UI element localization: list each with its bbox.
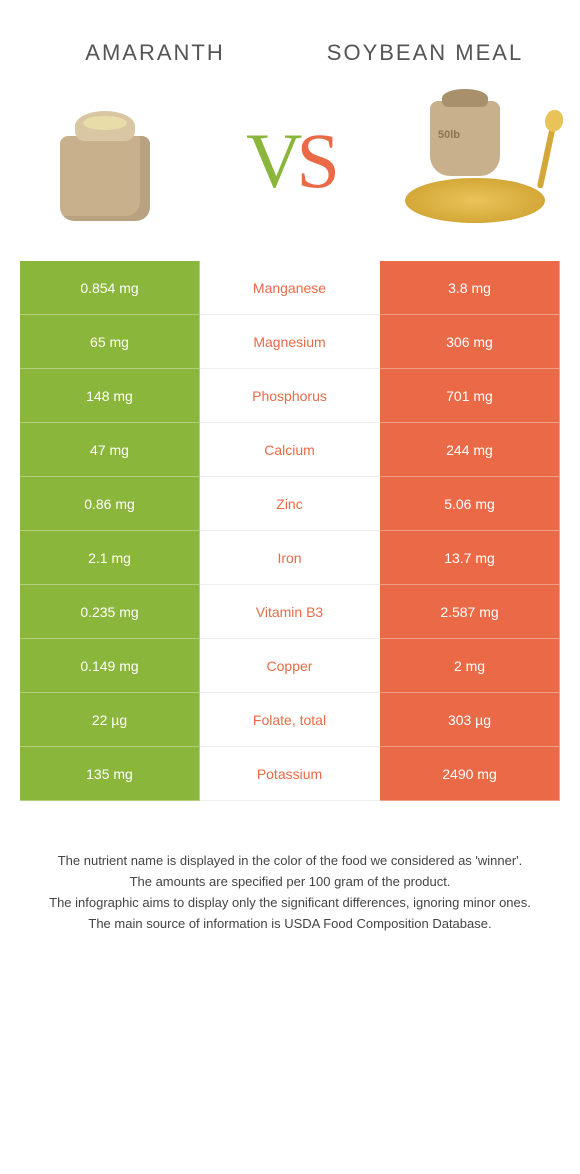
value-left: 0.235 mg — [20, 585, 200, 639]
table-row: 65 mgMagnesium306 mg — [20, 315, 560, 369]
value-right: 303 µg — [380, 693, 560, 747]
value-right: 2490 mg — [380, 747, 560, 801]
nutrient-name: Calcium — [200, 423, 380, 477]
nutrient-name: Potassium — [200, 747, 380, 801]
footer-line-2: The amounts are specified per 100 gram o… — [30, 872, 550, 893]
table-row: 0.854 mgManganese3.8 mg — [20, 261, 560, 315]
table-row: 2.1 mgIron13.7 mg — [20, 531, 560, 585]
header: Amaranth Soybean meal — [0, 0, 580, 76]
table-row: 0.149 mgCopper2 mg — [20, 639, 560, 693]
nutrient-name: Vitamin B3 — [200, 585, 380, 639]
nutrient-name: Iron — [200, 531, 380, 585]
food-title-right: Soybean meal — [290, 40, 560, 66]
table-row: 135 mgPotassium2490 mg — [20, 747, 560, 801]
value-left: 22 µg — [20, 693, 200, 747]
value-right: 244 mg — [380, 423, 560, 477]
table-row: 148 mgPhosphorus701 mg — [20, 369, 560, 423]
value-left: 0.86 mg — [20, 477, 200, 531]
value-left: 47 mg — [20, 423, 200, 477]
value-right: 5.06 mg — [380, 477, 560, 531]
value-right: 2 mg — [380, 639, 560, 693]
food-title-left: Amaranth — [20, 40, 290, 66]
table-row: 0.86 mgZinc5.06 mg — [20, 477, 560, 531]
footer-line-3: The infographic aims to display only the… — [30, 893, 550, 914]
table-row: 22 µgFolate, total303 µg — [20, 693, 560, 747]
value-left: 135 mg — [20, 747, 200, 801]
food-image-left — [30, 91, 180, 231]
footer-line-4: The main source of information is USDA F… — [30, 914, 550, 935]
food-image-right: 50lb — [400, 91, 550, 231]
value-left: 2.1 mg — [20, 531, 200, 585]
value-right: 3.8 mg — [380, 261, 560, 315]
nutrient-table: 0.854 mgManganese3.8 mg65 mgMagnesium306… — [20, 261, 560, 801]
nutrient-name: Magnesium — [200, 315, 380, 369]
value-left: 0.149 mg — [20, 639, 200, 693]
value-right: 2.587 mg — [380, 585, 560, 639]
footer-line-1: The nutrient name is displayed in the co… — [30, 851, 550, 872]
value-left: 0.854 mg — [20, 261, 200, 315]
value-right: 306 mg — [380, 315, 560, 369]
nutrient-name: Copper — [200, 639, 380, 693]
footer-notes: The nutrient name is displayed in the co… — [0, 801, 580, 954]
nutrient-name: Phosphorus — [200, 369, 380, 423]
vs-s: S — [296, 117, 333, 204]
hero-row: VS 50lb — [0, 76, 580, 261]
amaranth-sack-icon — [55, 111, 155, 221]
nutrient-name: Zinc — [200, 477, 380, 531]
sack-weight-label: 50lb — [438, 129, 460, 141]
vs-label: VS — [246, 116, 334, 206]
nutrient-name: Folate, total — [200, 693, 380, 747]
table-row: 47 mgCalcium244 mg — [20, 423, 560, 477]
value-right: 701 mg — [380, 369, 560, 423]
nutrient-name: Manganese — [200, 261, 380, 315]
vs-v: V — [246, 117, 296, 204]
value-left: 148 mg — [20, 369, 200, 423]
value-right: 13.7 mg — [380, 531, 560, 585]
soybean-sack-icon: 50lb — [400, 91, 550, 231]
table-row: 0.235 mgVitamin B32.587 mg — [20, 585, 560, 639]
value-left: 65 mg — [20, 315, 200, 369]
